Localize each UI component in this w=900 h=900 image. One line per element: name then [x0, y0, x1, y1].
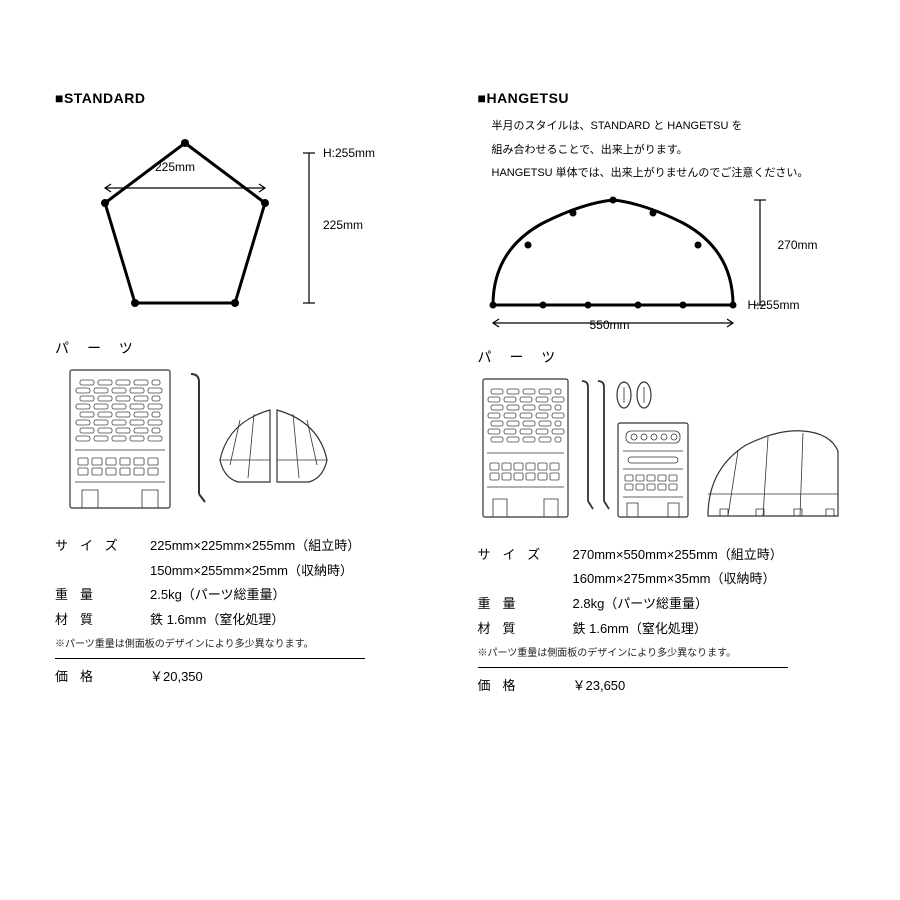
spec-material-val: 鉄 1.6mm（窒化処理）: [150, 608, 438, 633]
hangetsu-spec-table: サイズ 270mm×550mm×255mm（組立時） 160mm×275mm×3…: [478, 543, 861, 698]
spec-separator: [55, 658, 365, 659]
hangetsu-parts-illustration: [478, 371, 861, 531]
product-spec-columns: ■STANDARD: [55, 90, 860, 698]
standard-diagram: 225mm H:255mm 225mm: [55, 118, 438, 328]
spec-material-label: 材質: [55, 608, 150, 633]
hangetsu-height-label: H:255mm: [748, 298, 800, 312]
spec-size-label: サイズ: [478, 543, 573, 568]
standard-title: ■STANDARD: [55, 90, 438, 106]
standard-parts-label: パーツ: [55, 338, 438, 358]
standard-top-dim: 225mm: [155, 160, 195, 174]
spec-price-val: ￥20,350: [150, 665, 438, 690]
standard-spec-table: サイズ 225mm×225mm×255mm（組立時） 150mm×255mm×2…: [55, 534, 438, 689]
standard-parts-illustration: [55, 362, 438, 522]
hangetsu-desc-1: 半月のスタイルは、STANDARD と HANGETSU を: [492, 118, 861, 136]
spec-material-val: 鉄 1.6mm（窒化処理）: [573, 617, 861, 642]
spec-price-label: 価格: [55, 665, 150, 690]
spec-price-label: 価格: [478, 674, 573, 699]
spec-weight-label: 重量: [478, 592, 573, 617]
standard-side-dim: 225mm: [323, 218, 363, 232]
spec-price-val: ￥23,650: [573, 674, 861, 699]
spec-separator: [478, 667, 788, 668]
standard-height-label: H:255mm: [323, 146, 375, 160]
spec-weight-val: 2.5kg（パーツ総重量）: [150, 583, 438, 608]
hangetsu-column: ■HANGETSU 半月のスタイルは、STANDARD と HANGETSU を…: [478, 90, 861, 698]
spec-weight-val: 2.8kg（パーツ総重量）: [573, 592, 861, 617]
hangetsu-vert-dim: 270mm: [778, 238, 818, 252]
spec-note: ※パーツ重量は側面板のデザインにより多少異なります。: [55, 635, 438, 650]
spec-size-2: 160mm×275mm×35mm（収納時）: [573, 567, 861, 592]
spec-size-1: 270mm×550mm×255mm（組立時）: [573, 543, 861, 568]
hangetsu-parts-label: パーツ: [478, 347, 861, 367]
hangetsu-diagram: 550mm 270mm H:255mm: [478, 185, 861, 337]
spec-size-label: サイズ: [55, 534, 150, 559]
hangetsu-width-dim: 550mm: [590, 318, 630, 332]
spec-size-1: 225mm×225mm×255mm（組立時）: [150, 534, 438, 559]
spec-note: ※パーツ重量は側面板のデザインにより多少異なります。: [478, 644, 861, 659]
spec-material-label: 材質: [478, 617, 573, 642]
hangetsu-desc-2: 組み合わせることで、出来上がります。: [492, 142, 861, 160]
spec-weight-label: 重量: [55, 583, 150, 608]
standard-column: ■STANDARD: [55, 90, 438, 698]
hangetsu-desc-3: HANGETSU 単体では、出来上がりませんのでご注意ください。: [492, 165, 861, 183]
hangetsu-title: ■HANGETSU: [478, 90, 861, 106]
spec-size-2: 150mm×255mm×25mm（収納時）: [150, 559, 438, 584]
